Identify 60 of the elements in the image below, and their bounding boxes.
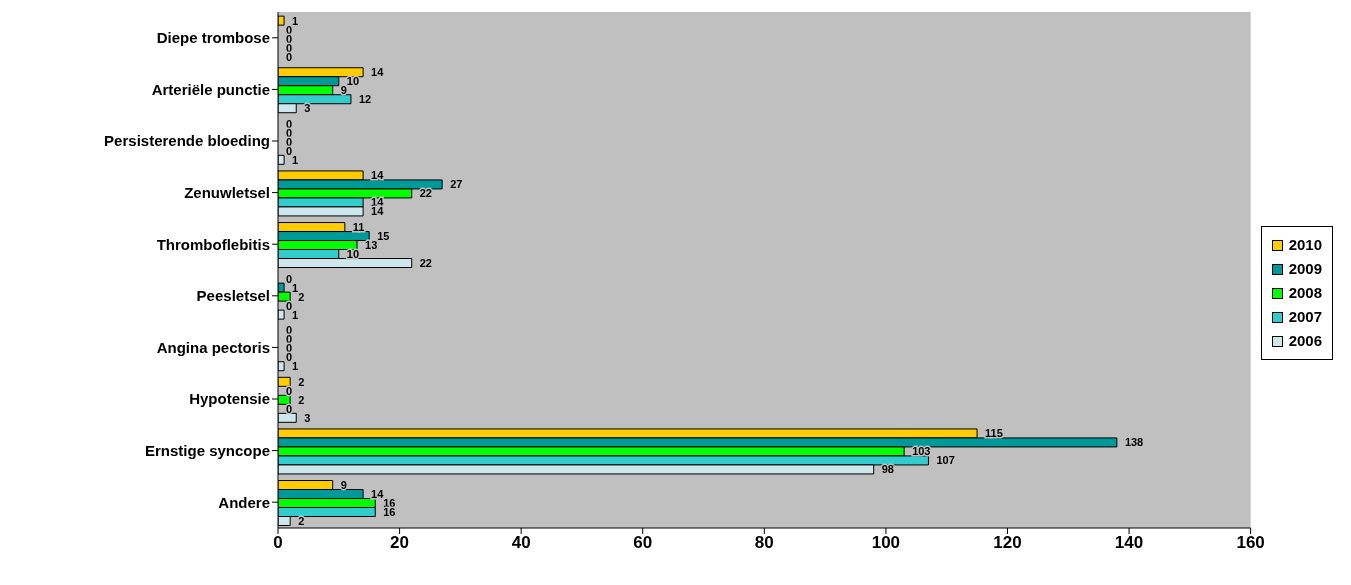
data-label: 2 — [298, 515, 305, 528]
y-tick-label: Thromboflebitis — [156, 235, 270, 253]
data-label: 1 — [292, 153, 299, 166]
y-tick-label: Diepe trombose — [156, 29, 270, 47]
data-label: 15 — [377, 230, 390, 243]
data-label: 9 — [340, 479, 347, 492]
data-label: 1 — [292, 308, 299, 321]
data-label: 2 — [298, 290, 305, 303]
y-tick-label: Zenuwletsel — [184, 183, 270, 201]
data-label: 2 — [298, 393, 305, 406]
data-label: 0 — [286, 272, 293, 285]
x-tick-label: 80 — [754, 533, 774, 553]
data-label: 3 — [304, 102, 311, 115]
x-tick-label: 20 — [390, 533, 410, 553]
data-label: 1 — [292, 281, 299, 294]
x-tick-label: 160 — [1236, 533, 1265, 553]
data-label: 22 — [419, 187, 432, 200]
y-tick-label: Hypotensie — [189, 390, 270, 408]
y-tick-label: Arteriële punctie — [151, 80, 270, 98]
data-label: 107 — [936, 454, 955, 467]
data-label: 11 — [352, 221, 365, 234]
data-label: 0 — [286, 402, 293, 415]
legend-label: 2008 — [1288, 283, 1322, 303]
data-label: 138 — [1124, 436, 1144, 449]
data-label: 14 — [371, 169, 385, 182]
data-label: 0 — [286, 299, 293, 312]
y-tick-label: Ernstige syncope — [144, 441, 270, 459]
data-label: 13 — [365, 239, 378, 252]
legend-label: 2006 — [1288, 331, 1322, 351]
x-tick-label: 100 — [871, 533, 901, 553]
data-label: 2 — [298, 375, 305, 388]
legend-label: 2010 — [1288, 235, 1322, 255]
data-label: 14 — [371, 66, 385, 79]
data-label: 98 — [881, 463, 894, 476]
y-tick-label: Angina pectoris — [156, 338, 270, 356]
data-label: 14 — [371, 488, 385, 501]
data-label: 1 — [292, 360, 299, 373]
data-label: 0 — [286, 117, 293, 130]
data-label: 3 — [304, 411, 311, 424]
x-tick-label: 0 — [273, 533, 283, 553]
y-tick-label: Persisterende bloeding — [104, 132, 270, 150]
data-label: 9 — [340, 84, 347, 97]
data-label: 1 — [292, 14, 299, 27]
data-label: 103 — [912, 445, 931, 458]
x-tick-label: 120 — [993, 533, 1022, 553]
x-tick-label: 40 — [511, 533, 531, 553]
x-tick-label: 60 — [633, 533, 653, 553]
y-tick-label: Peesletsel — [196, 287, 270, 305]
data-label: 0 — [286, 384, 293, 397]
y-tick-label: Andere — [218, 493, 270, 511]
data-label: 0 — [286, 23, 293, 36]
legend-label: 2007 — [1288, 307, 1322, 327]
data-label: 10 — [346, 75, 360, 88]
x-tick-label: 140 — [1114, 533, 1144, 553]
data-label: 115 — [985, 427, 1003, 440]
data-label: 27 — [450, 178, 463, 191]
data-label: 12 — [358, 93, 372, 106]
data-label: 22 — [419, 257, 432, 270]
legend-label: 2009 — [1288, 259, 1322, 279]
data-label: 10 — [346, 248, 360, 261]
